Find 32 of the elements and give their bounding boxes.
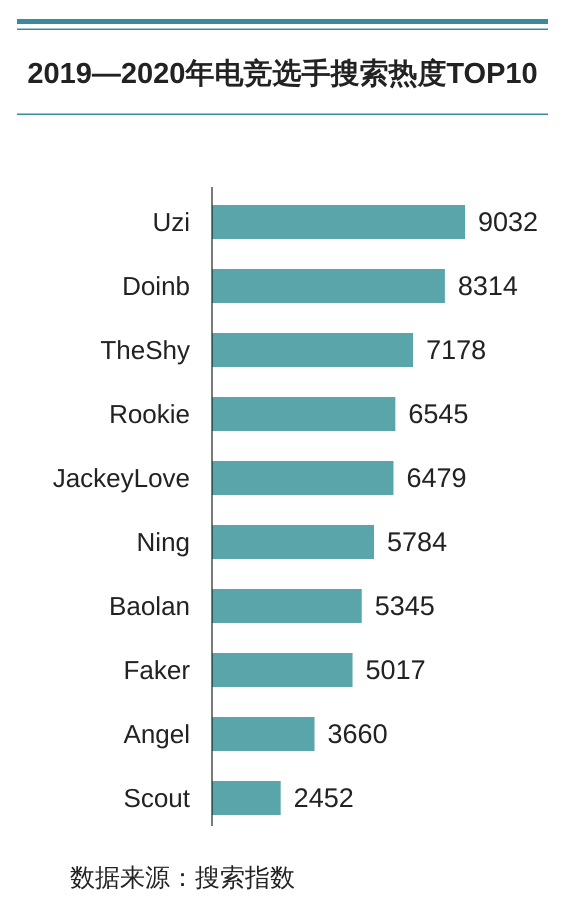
bar <box>212 781 281 815</box>
bar <box>212 397 396 431</box>
y-tick-label: Ning <box>136 527 190 557</box>
y-tick-label: JackeyLove <box>52 463 190 493</box>
data-label: 9032 <box>478 207 538 237</box>
data-label: 5784 <box>387 527 448 557</box>
y-tick-label: Angel <box>124 719 190 749</box>
bar <box>212 205 465 239</box>
y-tick-label: Faker <box>124 655 190 685</box>
data-label: 6479 <box>406 463 467 493</box>
y-tick-label: Doinb <box>122 271 190 301</box>
data-label: 3660 <box>328 719 388 749</box>
y-tick-label: Uzi <box>152 207 190 237</box>
data-label: 8314 <box>458 271 518 301</box>
data-label: 6545 <box>408 399 468 429</box>
y-tick-label: Scout <box>124 783 191 813</box>
bar <box>212 653 353 687</box>
y-tick-label: Baolan <box>109 591 190 621</box>
data-label: 7178 <box>426 335 486 365</box>
bar <box>212 333 414 367</box>
y-tick-label: TheShy <box>100 335 190 365</box>
data-label: 5017 <box>366 655 426 685</box>
bar <box>212 717 315 751</box>
data-label: 5345 <box>374 591 435 621</box>
source-note: 数据来源：搜索指数 <box>70 864 295 892</box>
bar <box>212 269 445 303</box>
data-label: 2452 <box>294 783 354 813</box>
bar <box>212 589 362 623</box>
chart-title: 2019—2020年电竞选手搜索热度TOP10 <box>27 57 538 90</box>
bar <box>212 461 394 495</box>
bar <box>212 525 374 559</box>
y-tick-label: Rookie <box>109 399 190 429</box>
